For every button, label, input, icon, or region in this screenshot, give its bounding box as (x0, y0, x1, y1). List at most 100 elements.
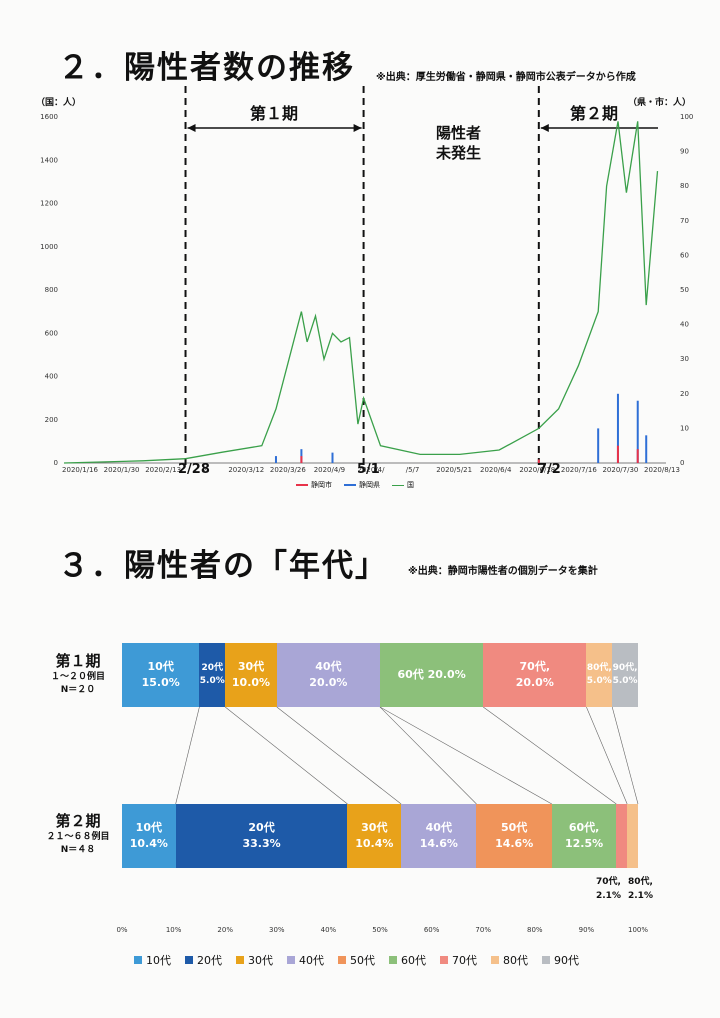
segment-label: 10.4% (129, 837, 168, 850)
outside-label-80s-value: 2.1% (628, 890, 653, 901)
city-bar (300, 456, 303, 463)
x-tick-label: 2020/3/12 (228, 466, 264, 474)
legend-swatch (389, 956, 397, 964)
segment-10代: 10代 15.0% (122, 643, 200, 707)
segment-label: 10代 (135, 820, 162, 834)
segment-label: 40代 (425, 820, 452, 834)
segment-label: 40代 (315, 659, 342, 673)
period1-range: １～２０例目 (50, 672, 105, 682)
left-tick-label: 800 (45, 286, 58, 294)
left-tick-label: 200 (45, 416, 58, 424)
segment-label: 10代 (147, 659, 174, 673)
legend-label: 30代 (248, 954, 273, 967)
segment-label: 20.0% (515, 676, 554, 689)
pref-bar (616, 393, 619, 463)
left-axis-unit: （国：人） (36, 98, 82, 108)
right-tick-label: 30 (680, 355, 689, 363)
city-bar (636, 449, 639, 463)
legend-label: 70代 (452, 954, 477, 967)
period1-name: 第１期 (55, 652, 101, 670)
legend-item: 30代 (236, 952, 273, 968)
segment-label: 70代, (519, 659, 551, 673)
legend-label: 90代 (554, 954, 579, 967)
percent-tick-label: 100% (628, 926, 648, 934)
segment-70代 (616, 804, 628, 868)
right-tick-label: 40 (680, 321, 689, 329)
segment-label: 10.4% (355, 837, 394, 850)
segment-label: 60代 20.0% (397, 667, 466, 681)
date-mark-1: 2/28 (178, 462, 210, 477)
legend-swatch (134, 956, 142, 964)
outside-label-70s-value: 2.1% (596, 890, 621, 901)
right-tick-label: 60 (680, 251, 689, 259)
legend-swatch (185, 956, 193, 964)
segment-30代: 30代 10.0% (225, 643, 277, 707)
segment-label: 20代 (201, 662, 224, 673)
segment-connector (586, 706, 628, 805)
percent-tick-label: 40% (321, 926, 337, 934)
outside-label-70s-name: 70代, (596, 877, 621, 887)
period2-label: 第２期 (570, 104, 619, 123)
segment-connector (611, 706, 639, 805)
percent-tick-label: 20% (217, 926, 233, 934)
legend-item: 10代 (134, 952, 171, 968)
segment-40代: 40代 20.0% (276, 643, 380, 707)
left-tick-label: 0 (54, 459, 58, 467)
segment-connector (175, 706, 200, 805)
segment-10代: 10代 10.4% (122, 804, 176, 868)
period2-arrowhead (540, 124, 549, 132)
x-tick-label: 2020/3/26 (270, 466, 306, 474)
segment-80代: 80代, 5.0% (586, 643, 613, 707)
section2-source: ※出典：厚生労働省・静岡県・静岡市公表データから作成 (376, 72, 636, 83)
segment-label: 15.0% (141, 676, 180, 689)
legend-label: 20代 (197, 954, 222, 967)
right-tick-label: 10 (680, 424, 689, 432)
percent-tick-label: 90% (579, 926, 595, 934)
pref-bar (274, 456, 277, 463)
age-legend: 10代 20代 30代 40代 50代 60代 70代 80代 90代 (134, 952, 579, 968)
left-tick-label: 1200 (40, 200, 58, 208)
period2-n: N＝４８ (60, 844, 96, 855)
segment-connector (483, 706, 617, 805)
x-tick-label: 2020/5/21 (436, 466, 472, 474)
segment-label: 90代, (612, 662, 638, 673)
percent-tick-label: 0% (116, 926, 127, 934)
segment-label: 20代 (248, 820, 275, 834)
right-tick-label: 20 (680, 390, 689, 398)
x-tick-label: 2020/4/9 (314, 466, 345, 474)
legend-item: 90代 (542, 952, 579, 968)
legend-swatch (491, 956, 499, 964)
section3-source: ※出典：静岡市陽性者の個別データを集計 (408, 566, 598, 577)
period2-block: 第２期 ２１～６８例目 N＝４８ (34, 810, 122, 856)
right-tick-label: 90 (680, 148, 689, 156)
legend-swatch (440, 956, 448, 964)
left-tick-label: 600 (45, 329, 58, 337)
legend-label: 80代 (503, 954, 528, 967)
right-tick-label: 80 (680, 182, 689, 190)
legend-item: 40代 (287, 952, 324, 968)
segment-60代: 60代 20.0% (380, 643, 484, 707)
legend-item: 60代 (389, 952, 426, 968)
segment-50代: 50代 14.6% (476, 804, 552, 868)
x-tick-label: 2020/1/30 (104, 466, 140, 474)
x-tick-label: 2 (202, 466, 206, 474)
no-cases-line2: 未発生 (436, 143, 482, 162)
right-tick-label: 70 (680, 217, 689, 225)
x-tick-label: /5/7 (406, 466, 420, 474)
legend-national: 国 (392, 480, 414, 490)
segment-20代: 20代 33.3% (175, 804, 348, 868)
segment-20代: 20代 5.0% (199, 643, 226, 707)
segment-label: 12.5% (564, 837, 604, 850)
pref-bar (636, 400, 639, 463)
legend-swatch (236, 956, 244, 964)
right-axis-unit: （県・市：人） (628, 98, 692, 108)
pref-bar (331, 452, 334, 463)
segment-label: 80代, (586, 662, 612, 673)
line-chart: 0 200 400 600 800 1000 1200 1400 1600 0 10 20 30 40 50… (40, 86, 693, 474)
segment-label: 30代 (361, 820, 388, 834)
segment-label: 14.6% (495, 837, 534, 850)
period2-range: ２１～６８例目 (46, 832, 110, 842)
segment-label: 5.0% (586, 676, 612, 686)
x-tick-label: 2020/6/18 (519, 466, 555, 474)
